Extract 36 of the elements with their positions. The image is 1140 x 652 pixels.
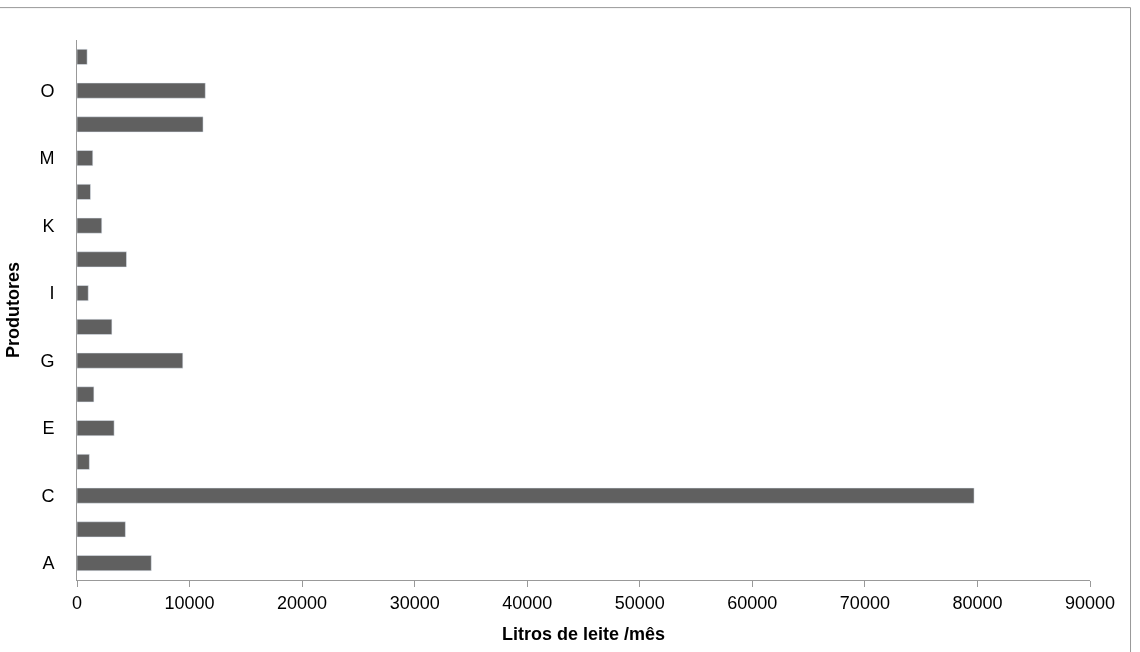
bar [77,82,206,99]
x-tick-label: 10000 [164,592,215,613]
x-tick-label: 20000 [277,592,328,613]
x-tick-label: 0 [71,592,83,613]
y-tick-label: M [39,148,55,169]
x-tick-label: 80000 [952,592,1003,613]
bar [77,251,127,268]
bar [77,150,94,166]
bar [77,454,90,470]
y-tick-label: O [40,80,55,101]
bar [77,116,204,133]
y-tick-label: C [41,485,55,506]
x-axis-title: Litros de leite /mês [501,623,666,644]
y-tick-label: G [40,350,55,371]
bar [77,184,91,200]
y-tick-label: E [42,418,55,439]
y-axis-title: Produtores [2,261,23,359]
bar [77,352,184,369]
bar [77,521,126,538]
x-tick-label: 70000 [839,592,890,613]
bar [77,555,152,571]
x-tick-label: 50000 [614,592,665,613]
bar [77,217,103,234]
bar [77,487,975,504]
bar [77,285,89,301]
bar [77,420,115,436]
x-tick-label: 30000 [389,592,440,613]
bar [77,319,113,335]
y-tick-label: I [49,283,55,304]
bar [77,49,88,65]
x-tick-label: 60000 [727,592,778,613]
x-tick-label: 90000 [1064,592,1116,613]
x-tick-label: 40000 [502,592,553,613]
y-tick-label: A [42,553,55,574]
bar [77,386,95,403]
y-tick-label: K [42,215,55,236]
